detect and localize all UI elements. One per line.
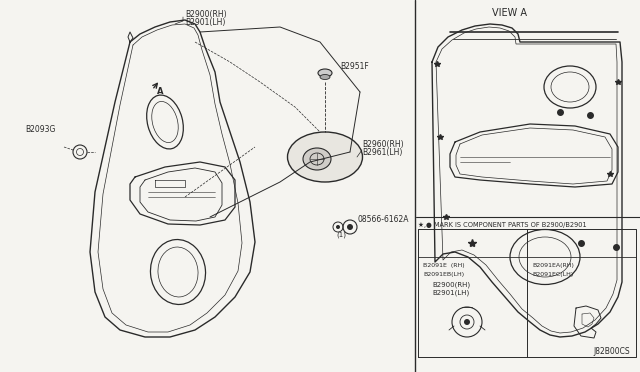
Text: 08566-6162A: 08566-6162A <box>358 215 410 224</box>
Text: B2091EA(RH): B2091EA(RH) <box>532 263 574 268</box>
Text: B2951F: B2951F <box>340 62 369 71</box>
Ellipse shape <box>320 74 330 80</box>
Circle shape <box>347 224 353 230</box>
Text: B2960(RH): B2960(RH) <box>362 140 404 149</box>
Text: A: A <box>157 87 163 96</box>
Text: B2901(LH): B2901(LH) <box>432 290 469 296</box>
Text: B2900(RH): B2900(RH) <box>185 10 227 19</box>
Text: B2901(LH): B2901(LH) <box>185 18 225 27</box>
Ellipse shape <box>318 69 332 77</box>
Text: ★,● MARK IS COMPONENT PARTS OF B2900/B2901: ★,● MARK IS COMPONENT PARTS OF B2900/B29… <box>418 222 587 228</box>
Ellipse shape <box>287 132 362 182</box>
Text: B2900(RH): B2900(RH) <box>432 282 470 289</box>
Circle shape <box>336 225 340 229</box>
Text: B2091EB(LH): B2091EB(LH) <box>423 272 464 277</box>
Text: B2091E  (RH): B2091E (RH) <box>423 263 465 268</box>
Text: B2093G: B2093G <box>25 125 56 134</box>
Ellipse shape <box>303 148 331 170</box>
Text: J82B00CS: J82B00CS <box>593 347 630 356</box>
Text: (1): (1) <box>336 231 346 237</box>
Circle shape <box>464 319 470 325</box>
Text: VIEW A: VIEW A <box>493 8 527 18</box>
Text: B2091EC(LH): B2091EC(LH) <box>532 272 573 277</box>
Text: B2961(LH): B2961(LH) <box>362 148 403 157</box>
